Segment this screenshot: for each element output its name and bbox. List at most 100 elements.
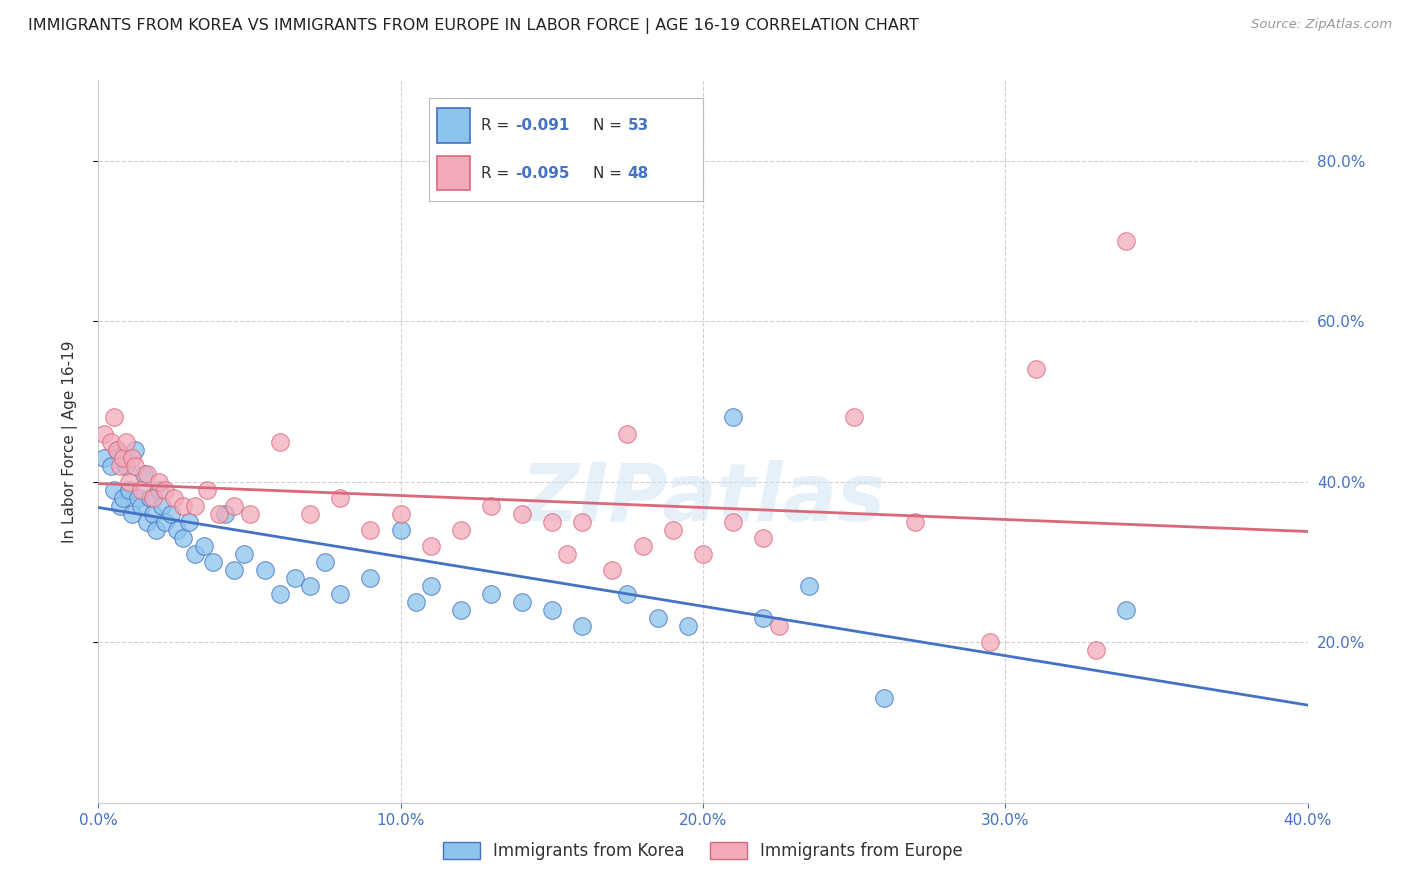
Point: [224, 499, 246, 513]
Point: [481, 499, 503, 513]
Point: [132, 467, 155, 481]
Point: [166, 523, 188, 537]
Point: [873, 691, 896, 706]
Point: [111, 491, 134, 505]
Point: [450, 523, 472, 537]
Point: [420, 579, 443, 593]
Point: [329, 587, 352, 601]
Point: [844, 410, 866, 425]
Point: [540, 515, 562, 529]
Point: [405, 595, 427, 609]
Point: [752, 531, 775, 545]
Point: [752, 611, 775, 625]
Point: [105, 442, 128, 457]
Text: ZIPatlas: ZIPatlas: [520, 460, 886, 539]
Point: [1115, 603, 1137, 617]
Point: [142, 507, 165, 521]
Point: [768, 619, 790, 633]
Point: [160, 507, 183, 521]
Text: -0.091: -0.091: [515, 119, 569, 133]
Point: [129, 483, 152, 497]
Point: [979, 635, 1001, 649]
Point: [329, 491, 352, 505]
Point: [1085, 643, 1108, 657]
Point: [208, 507, 231, 521]
Point: [124, 458, 146, 473]
Point: [129, 499, 152, 513]
Point: [510, 507, 533, 521]
Point: [481, 587, 503, 601]
Point: [299, 507, 322, 521]
Point: [135, 467, 157, 481]
Point: [153, 483, 176, 497]
Point: [103, 410, 125, 425]
Point: [360, 571, 382, 585]
Point: [420, 539, 443, 553]
Point: [135, 515, 157, 529]
Point: [148, 475, 170, 489]
Point: [253, 563, 276, 577]
Point: [647, 611, 669, 625]
Point: [100, 458, 122, 473]
Point: [616, 426, 638, 441]
Point: [616, 587, 638, 601]
Point: [232, 547, 254, 561]
Point: [602, 563, 624, 577]
Point: [571, 515, 593, 529]
Text: 53: 53: [627, 119, 648, 133]
Y-axis label: In Labor Force | Age 16-19: In Labor Force | Age 16-19: [62, 340, 77, 543]
Point: [202, 555, 225, 569]
Point: [121, 450, 143, 465]
Point: [108, 458, 131, 473]
Text: N =: N =: [593, 166, 627, 180]
Point: [214, 507, 236, 521]
Legend: Immigrants from Korea, Immigrants from Europe: Immigrants from Korea, Immigrants from E…: [437, 835, 969, 867]
Point: [692, 547, 714, 561]
Point: [145, 523, 167, 537]
Point: [389, 507, 412, 521]
Point: [108, 499, 131, 513]
Point: [114, 434, 136, 449]
Point: [93, 426, 115, 441]
Point: [142, 491, 165, 505]
Text: IMMIGRANTS FROM KOREA VS IMMIGRANTS FROM EUROPE IN LABOR FORCE | AGE 16-19 CORRE: IMMIGRANTS FROM KOREA VS IMMIGRANTS FROM…: [28, 18, 920, 34]
Point: [797, 579, 820, 593]
Point: [1024, 362, 1046, 376]
FancyBboxPatch shape: [437, 155, 470, 190]
Point: [224, 563, 246, 577]
Point: [269, 434, 291, 449]
Point: [105, 442, 128, 457]
Point: [314, 555, 336, 569]
Text: -0.095: -0.095: [515, 166, 569, 180]
Point: [389, 523, 412, 537]
Point: [269, 587, 291, 601]
Point: [904, 515, 927, 529]
Point: [118, 475, 141, 489]
Point: [571, 619, 593, 633]
Point: [676, 619, 699, 633]
Text: N =: N =: [593, 119, 627, 133]
Point: [195, 483, 218, 497]
Point: [148, 483, 170, 497]
Point: [555, 547, 578, 561]
Point: [193, 539, 215, 553]
Point: [360, 523, 382, 537]
Point: [172, 499, 194, 513]
Point: [284, 571, 307, 585]
Point: [124, 442, 146, 457]
Point: [111, 450, 134, 465]
Point: [179, 515, 201, 529]
Point: [631, 539, 654, 553]
Point: [299, 579, 322, 593]
Point: [172, 531, 194, 545]
Point: [118, 483, 141, 497]
Point: [114, 458, 136, 473]
Point: [184, 547, 207, 561]
Text: R =: R =: [481, 166, 515, 180]
Point: [540, 603, 562, 617]
Point: [121, 507, 143, 521]
Point: [153, 515, 176, 529]
Text: 48: 48: [627, 166, 648, 180]
FancyBboxPatch shape: [437, 108, 470, 144]
Point: [239, 507, 262, 521]
